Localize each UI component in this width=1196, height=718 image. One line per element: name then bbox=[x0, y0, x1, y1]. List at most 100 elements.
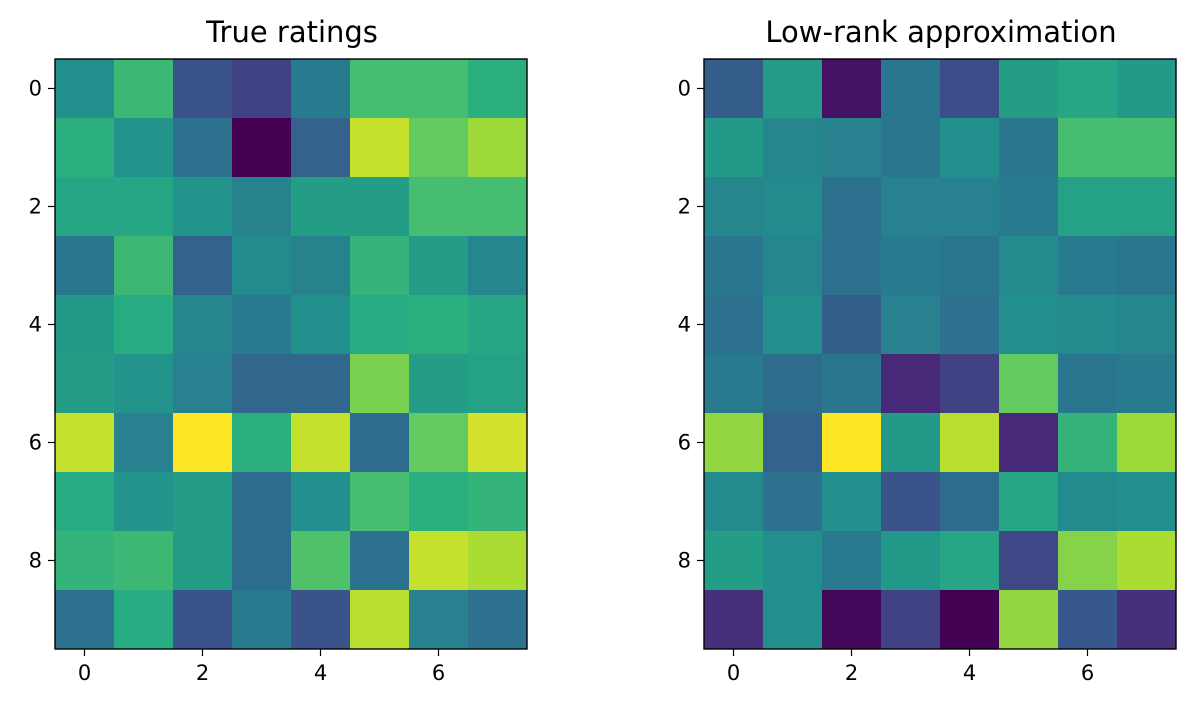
low-rank-cell-r0-c6 bbox=[1058, 59, 1118, 119]
low-rank-cell-r3-c6 bbox=[1058, 236, 1118, 296]
low-rank-cell-r1-c0 bbox=[704, 118, 764, 178]
low-rank-cell-r9-c1 bbox=[763, 590, 823, 650]
true-ratings-cell-r0-c3 bbox=[232, 59, 292, 119]
low-rank-cell-r2-c6 bbox=[1058, 177, 1118, 237]
low-rank-cell-r7-c5 bbox=[999, 472, 1059, 532]
low-rank-cell-r6-c1 bbox=[763, 413, 823, 473]
low-rank-cell-r9-c6 bbox=[1058, 590, 1118, 650]
low-rank-cell-r8-c3 bbox=[881, 531, 941, 591]
true-ratings-panel: True ratings 0 2 4 6 0 2 4 6 8 bbox=[29, 15, 528, 685]
true-ratings-cell-r0-c0 bbox=[55, 59, 115, 119]
true-ratings-cell-r0-c7 bbox=[468, 59, 528, 119]
true-ratings-cell-r2-c3 bbox=[232, 177, 292, 237]
low-rank-cell-r3-c7 bbox=[1117, 236, 1177, 296]
true-ratings-cell-r1-c0 bbox=[55, 118, 115, 178]
low-rank-cell-r4-c5 bbox=[999, 295, 1059, 355]
true-ratings-cell-r3-c0 bbox=[55, 236, 115, 296]
true-ratings-cell-r5-c1 bbox=[114, 354, 174, 414]
true-ratings-cell-r9-c3 bbox=[232, 590, 292, 650]
low-rank-cell-r5-c7 bbox=[1117, 354, 1177, 414]
true-ratings-cell-r7-c6 bbox=[409, 472, 469, 532]
true-ratings-cell-r2-c4 bbox=[291, 177, 351, 237]
low-rank-cell-r8-c0 bbox=[704, 531, 764, 591]
true-ratings-cell-r6-c6 bbox=[409, 413, 469, 473]
true-ratings-cell-r6-c5 bbox=[350, 413, 410, 473]
true-ratings-cell-r5-c3 bbox=[232, 354, 292, 414]
low-rank-cell-r5-c3 bbox=[881, 354, 941, 414]
true-ratings-cell-r2-c6 bbox=[409, 177, 469, 237]
low-rank-cell-r2-c4 bbox=[940, 177, 1000, 237]
true-ratings-cell-r6-c4 bbox=[291, 413, 351, 473]
true-ratings-cell-r2-c7 bbox=[468, 177, 528, 237]
low-rank-y-tick-label: 0 bbox=[678, 77, 691, 101]
true-ratings-y-tick-label: 8 bbox=[29, 549, 42, 573]
low-rank-cell-r5-c6 bbox=[1058, 354, 1118, 414]
low-rank-cell-r2-c5 bbox=[999, 177, 1059, 237]
low-rank-cell-r0-c2 bbox=[822, 59, 882, 119]
true-ratings-cell-r1-c5 bbox=[350, 118, 410, 178]
low-rank-y-tick-label: 8 bbox=[678, 549, 691, 573]
true-ratings-cell-r1-c4 bbox=[291, 118, 351, 178]
true-ratings-cell-r6-c1 bbox=[114, 413, 174, 473]
true-ratings-cell-r0-c5 bbox=[350, 59, 410, 119]
true-ratings-cell-r6-c7 bbox=[468, 413, 528, 473]
true-ratings-cell-r8-c3 bbox=[232, 531, 292, 591]
low-rank-y-tick-label: 6 bbox=[678, 431, 691, 455]
low-rank-cell-r3-c2 bbox=[822, 236, 882, 296]
low-rank-cell-r1-c4 bbox=[940, 118, 1000, 178]
true-ratings-cell-r5-c6 bbox=[409, 354, 469, 414]
true-ratings-cell-r4-c3 bbox=[232, 295, 292, 355]
low-rank-cell-r9-c5 bbox=[999, 590, 1059, 650]
low-rank-cell-r6-c0 bbox=[704, 413, 764, 473]
low-rank-cell-r9-c0 bbox=[704, 590, 764, 650]
low-rank-cell-r5-c0 bbox=[704, 354, 764, 414]
true-ratings-cell-r7-c1 bbox=[114, 472, 174, 532]
low-rank-cell-r3-c1 bbox=[763, 236, 823, 296]
low-rank-cell-r8-c2 bbox=[822, 531, 882, 591]
true-ratings-x-tick-label: 2 bbox=[196, 661, 209, 685]
low-rank-cell-r5-c1 bbox=[763, 354, 823, 414]
true-ratings-cell-r3-c7 bbox=[468, 236, 528, 296]
low-rank-y-tick-label: 2 bbox=[678, 195, 691, 219]
true-ratings-cell-r7-c3 bbox=[232, 472, 292, 532]
low-rank-y-tick-label: 4 bbox=[678, 313, 691, 337]
true-ratings-cell-r8-c2 bbox=[173, 531, 233, 591]
low-rank-cell-r5-c2 bbox=[822, 354, 882, 414]
low-rank-cell-r2-c2 bbox=[822, 177, 882, 237]
low-rank-cell-r6-c2 bbox=[822, 413, 882, 473]
low-rank-cell-r3-c0 bbox=[704, 236, 764, 296]
true-ratings-cell-r6-c0 bbox=[55, 413, 115, 473]
low-rank-cell-r4-c2 bbox=[822, 295, 882, 355]
low-rank-cell-r2-c7 bbox=[1117, 177, 1177, 237]
low-rank-cell-r8-c1 bbox=[763, 531, 823, 591]
true-ratings-cell-r7-c2 bbox=[173, 472, 233, 532]
low-rank-cell-r1-c7 bbox=[1117, 118, 1177, 178]
true-ratings-cell-r0-c2 bbox=[173, 59, 233, 119]
true-ratings-cell-r8-c6 bbox=[409, 531, 469, 591]
true-ratings-cell-r2-c5 bbox=[350, 177, 410, 237]
true-ratings-cell-r4-c6 bbox=[409, 295, 469, 355]
true-ratings-cell-r9-c0 bbox=[55, 590, 115, 650]
true-ratings-cell-r0-c1 bbox=[114, 59, 174, 119]
true-ratings-cell-r9-c2 bbox=[173, 590, 233, 650]
low-rank-cell-r7-c4 bbox=[940, 472, 1000, 532]
true-ratings-cell-r3-c2 bbox=[173, 236, 233, 296]
true-ratings-cell-r8-c0 bbox=[55, 531, 115, 591]
low-rank-cell-r4-c6 bbox=[1058, 295, 1118, 355]
true-ratings-cell-r3-c6 bbox=[409, 236, 469, 296]
low-rank-cell-r7-c3 bbox=[881, 472, 941, 532]
true-ratings-cell-r3-c3 bbox=[232, 236, 292, 296]
low-rank-cell-r0-c7 bbox=[1117, 59, 1177, 119]
true-ratings-axes-frame bbox=[54, 58, 528, 650]
true-ratings-cell-r8-c4 bbox=[291, 531, 351, 591]
low-rank-cell-r7-c6 bbox=[1058, 472, 1118, 532]
low-rank-cell-r0-c3 bbox=[881, 59, 941, 119]
true-ratings-y-tick-label: 4 bbox=[29, 313, 42, 337]
low-rank-cell-r6-c5 bbox=[999, 413, 1059, 473]
true-ratings-cell-r0-c6 bbox=[409, 59, 469, 119]
true-ratings-cell-r8-c1 bbox=[114, 531, 174, 591]
true-ratings-title: True ratings bbox=[205, 15, 378, 49]
true-ratings-cell-r1-c7 bbox=[468, 118, 528, 178]
low-rank-cell-r2-c1 bbox=[763, 177, 823, 237]
